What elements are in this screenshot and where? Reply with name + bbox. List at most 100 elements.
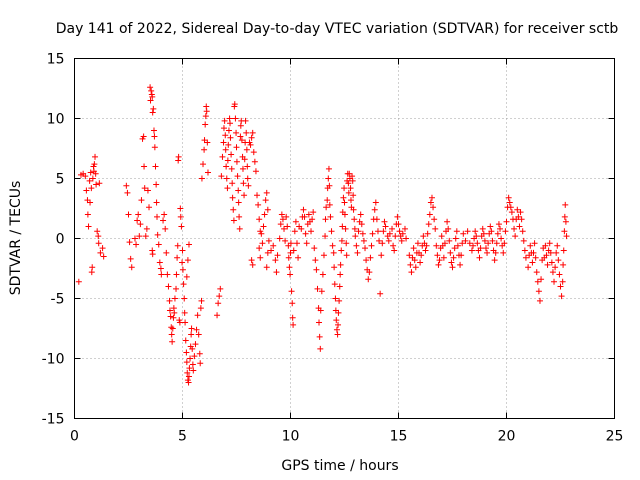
data-point [144,187,151,194]
data-point [551,278,558,285]
data-point [445,225,452,232]
data-point [518,216,525,223]
data-point [521,247,528,254]
data-point [240,180,247,187]
data-point [395,221,402,228]
data-point [193,326,200,333]
data-point [431,216,438,223]
data-point [289,300,296,307]
data-point [149,109,156,116]
data-point [494,230,501,237]
data-point [482,245,489,252]
data-point [220,125,227,132]
data-point [183,359,190,366]
data-point [274,252,281,259]
data-point [239,165,246,172]
data-point [219,153,226,160]
data-point [362,245,369,252]
data-point [536,297,543,304]
data-point [548,259,555,266]
data-point [531,240,538,247]
data-point [326,201,333,208]
data-point [341,211,348,218]
data-point [447,249,454,256]
data-point [184,257,191,264]
data-point [279,216,286,223]
data-point [335,321,342,328]
data-point [517,209,524,216]
data-point [241,156,248,163]
data-point [241,192,248,199]
data-point [470,242,477,249]
data-point [424,230,431,237]
data-point [514,206,521,213]
data-point [316,333,323,340]
data-point [126,239,133,246]
data-point [185,379,192,386]
data-point [166,297,173,304]
data-point [403,235,410,242]
data-point [217,285,224,292]
x-tick-label: 20 [498,429,516,445]
data-point [468,247,475,254]
data-point [317,307,324,314]
data-point [216,293,223,300]
data-point [542,242,549,249]
data-point [173,271,180,278]
data-point [333,317,340,324]
data-point [489,237,496,244]
data-point [180,281,187,288]
data-point [532,254,539,261]
data-point [300,206,307,213]
data-point [188,325,195,332]
data-point [214,312,221,319]
data-point [147,84,154,91]
data-point [377,290,384,297]
data-point [392,233,399,240]
data-point [174,242,181,249]
data-point [563,233,570,240]
data-point [94,228,101,235]
data-point [292,218,299,225]
x-tick-label: 25 [606,429,624,445]
data-point [379,240,386,247]
data-point [124,189,131,196]
data-point [561,228,568,235]
data-point [433,242,440,249]
data-point [305,211,312,218]
data-point [354,249,361,256]
data-point [450,254,457,261]
data-point [83,187,90,194]
data-point [401,225,408,232]
data-point [347,197,354,204]
data-point [436,257,443,264]
data-point [146,204,153,211]
data-point [222,132,229,139]
data-point [312,257,319,264]
data-point [91,161,98,168]
data-point [464,228,471,235]
data-point [136,233,143,240]
data-point [286,264,293,271]
data-point [516,223,523,230]
data-point [417,259,424,266]
data-point [363,257,370,264]
data-point [562,218,569,225]
data-point [175,153,182,160]
data-point [171,295,178,302]
data-point [197,305,204,312]
data-point [560,261,567,268]
data-point [161,211,168,218]
x-tick-label: 0 [70,429,79,445]
data-point [411,257,418,264]
data-point [258,230,265,237]
y-axis-label: SDTVAR / TECUs [8,181,24,296]
data-point [558,293,565,300]
data-point [458,252,465,259]
data-point [530,249,537,256]
data-point [284,223,291,230]
data-point [75,278,82,285]
data-point [287,249,294,256]
data-point [251,158,258,165]
data-point [525,264,532,271]
